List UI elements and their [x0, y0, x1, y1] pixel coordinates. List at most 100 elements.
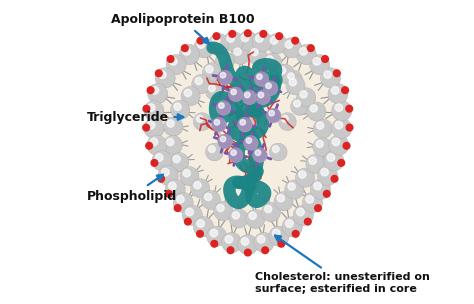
- Circle shape: [260, 30, 267, 37]
- Circle shape: [286, 76, 305, 95]
- Circle shape: [268, 110, 281, 123]
- Circle shape: [287, 183, 303, 199]
- Circle shape: [166, 138, 174, 146]
- Circle shape: [307, 102, 326, 121]
- Circle shape: [264, 206, 280, 222]
- Circle shape: [285, 41, 293, 48]
- Circle shape: [224, 236, 241, 253]
- Circle shape: [315, 140, 331, 157]
- Circle shape: [194, 38, 214, 58]
- Circle shape: [183, 89, 200, 105]
- Circle shape: [305, 195, 322, 212]
- Circle shape: [308, 45, 314, 51]
- Circle shape: [220, 72, 226, 78]
- Circle shape: [247, 46, 267, 65]
- Circle shape: [328, 135, 349, 155]
- Circle shape: [328, 84, 348, 104]
- Circle shape: [218, 125, 236, 143]
- Circle shape: [211, 240, 218, 247]
- Circle shape: [310, 105, 318, 112]
- Circle shape: [219, 136, 232, 149]
- Circle shape: [227, 79, 234, 86]
- Circle shape: [289, 79, 296, 86]
- Circle shape: [226, 79, 241, 94]
- Circle shape: [206, 82, 223, 100]
- Circle shape: [216, 204, 232, 221]
- Circle shape: [210, 229, 218, 237]
- Circle shape: [296, 208, 313, 225]
- Circle shape: [331, 87, 339, 94]
- Circle shape: [285, 220, 302, 237]
- Circle shape: [147, 135, 167, 155]
- Circle shape: [229, 209, 248, 228]
- Circle shape: [218, 55, 234, 71]
- Circle shape: [183, 170, 191, 177]
- Circle shape: [231, 212, 247, 228]
- Circle shape: [229, 30, 236, 37]
- Circle shape: [263, 53, 282, 72]
- Circle shape: [184, 218, 191, 225]
- Circle shape: [175, 195, 192, 212]
- Circle shape: [257, 74, 262, 79]
- Circle shape: [222, 233, 242, 253]
- Circle shape: [238, 235, 258, 255]
- Circle shape: [228, 148, 243, 162]
- Circle shape: [146, 121, 164, 138]
- Circle shape: [164, 117, 183, 136]
- Circle shape: [170, 153, 189, 172]
- Circle shape: [211, 36, 228, 54]
- Circle shape: [219, 55, 226, 62]
- Circle shape: [193, 181, 209, 198]
- Circle shape: [213, 119, 226, 132]
- Circle shape: [224, 76, 241, 94]
- Circle shape: [274, 192, 293, 211]
- Ellipse shape: [156, 36, 339, 237]
- Circle shape: [288, 73, 294, 80]
- Text: Phospholipid: Phospholipid: [87, 175, 177, 202]
- Circle shape: [166, 120, 182, 136]
- Text: Cholesterol: unesterified on
surface; esterified in core: Cholesterol: unesterified on surface; es…: [255, 236, 430, 294]
- Circle shape: [237, 117, 252, 132]
- Circle shape: [209, 229, 226, 246]
- Circle shape: [182, 170, 199, 186]
- Circle shape: [282, 116, 288, 122]
- Circle shape: [238, 31, 258, 51]
- Circle shape: [195, 78, 202, 85]
- Circle shape: [263, 85, 277, 100]
- Circle shape: [193, 113, 211, 130]
- Circle shape: [182, 45, 188, 51]
- Circle shape: [269, 110, 274, 116]
- Circle shape: [298, 171, 314, 187]
- Circle shape: [174, 205, 181, 212]
- Circle shape: [272, 146, 287, 161]
- Circle shape: [143, 105, 150, 112]
- Circle shape: [255, 150, 261, 155]
- Circle shape: [215, 52, 234, 71]
- Circle shape: [302, 192, 322, 212]
- Circle shape: [253, 148, 267, 162]
- Circle shape: [150, 138, 158, 146]
- Circle shape: [239, 155, 256, 173]
- Circle shape: [158, 165, 178, 185]
- Circle shape: [281, 116, 296, 130]
- Circle shape: [260, 82, 278, 100]
- Circle shape: [279, 67, 286, 74]
- Circle shape: [334, 104, 351, 121]
- Circle shape: [209, 146, 215, 153]
- Circle shape: [239, 119, 252, 132]
- Circle shape: [257, 92, 270, 105]
- Circle shape: [246, 138, 252, 143]
- Circle shape: [205, 66, 221, 82]
- Circle shape: [257, 236, 265, 243]
- Circle shape: [197, 220, 204, 227]
- Circle shape: [220, 128, 235, 143]
- Circle shape: [322, 56, 328, 62]
- Circle shape: [273, 229, 280, 237]
- Circle shape: [300, 47, 307, 55]
- Circle shape: [204, 193, 220, 209]
- Circle shape: [231, 150, 237, 155]
- Circle shape: [155, 68, 175, 88]
- Circle shape: [312, 57, 329, 74]
- Circle shape: [263, 85, 270, 92]
- Circle shape: [155, 70, 162, 77]
